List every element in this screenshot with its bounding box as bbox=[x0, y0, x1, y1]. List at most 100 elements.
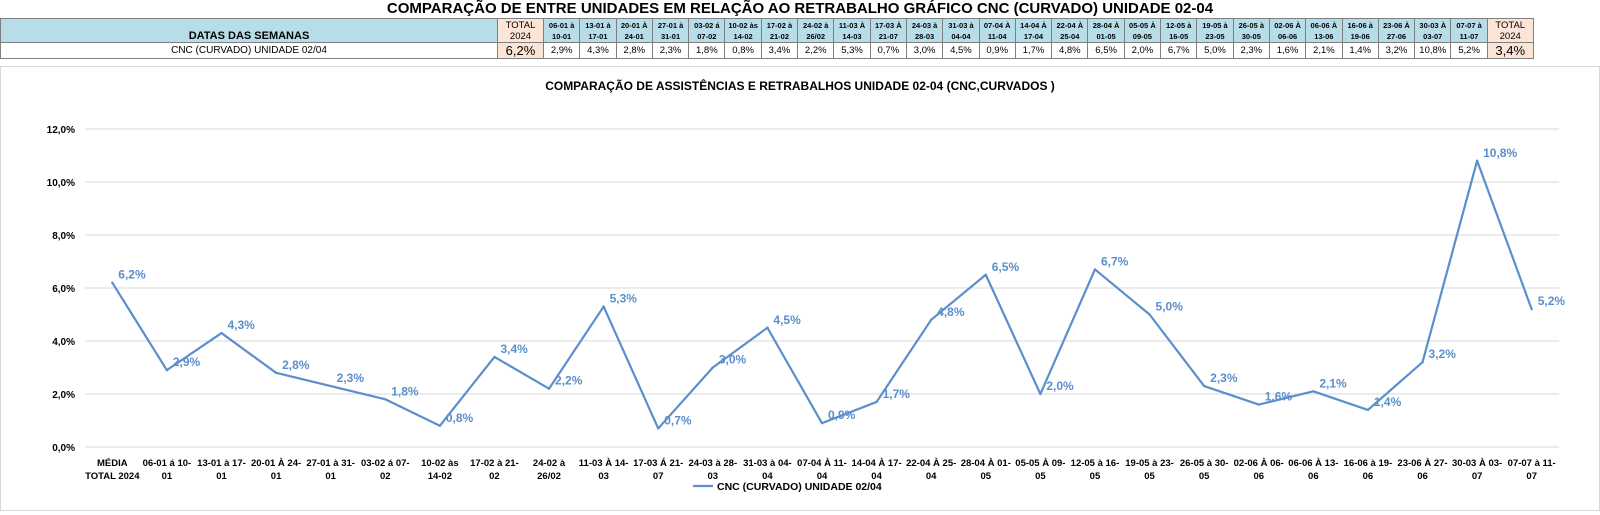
x-tick-label: 06-01 á 10- bbox=[143, 458, 192, 469]
data-label: 4,5% bbox=[773, 313, 801, 327]
x-tick-label: 07 bbox=[653, 471, 664, 482]
data-label: 3,4% bbox=[500, 342, 528, 356]
x-tick-label: 24-02 à bbox=[533, 458, 566, 469]
week-value: 2,2% bbox=[797, 42, 835, 59]
table-header-row: DATAS DAS SEMANAS TOTAL 2024 06-01 à 10-01… bbox=[0, 18, 1534, 43]
week-value: 4,3% bbox=[579, 42, 617, 59]
x-tick-label: 20-01 À 24- bbox=[251, 458, 301, 469]
x-tick-label: 05-05 À 09- bbox=[1015, 458, 1065, 469]
week-header: 23-06 À 27-06 bbox=[1377, 18, 1416, 43]
data-label: 10,8% bbox=[1483, 146, 1517, 160]
week-value: 1,7% bbox=[1014, 42, 1053, 59]
week-header: 19-05 à 23-05 bbox=[1196, 18, 1234, 43]
data-label: 0,8% bbox=[446, 411, 474, 425]
week-header: 17-03 À 21-07 bbox=[869, 18, 907, 43]
week-value: 5,2% bbox=[1450, 42, 1488, 59]
week-header: 05-05 À 09-05 bbox=[1123, 18, 1162, 43]
x-tick-label: 06 bbox=[1363, 471, 1374, 482]
x-tick-label: 01 bbox=[216, 471, 227, 482]
y-tick-label: 2,0% bbox=[52, 390, 75, 401]
week-value: 2,1% bbox=[1305, 42, 1343, 59]
x-tick-label: 31-03 à 04- bbox=[743, 458, 792, 469]
week-header: 11-03 À 14-03 bbox=[833, 18, 871, 43]
week-header: 06-01 à 10-01 bbox=[542, 18, 581, 43]
data-point bbox=[1039, 392, 1042, 396]
data-point bbox=[602, 305, 605, 308]
data-point bbox=[1312, 390, 1315, 393]
x-tick-label: 05 bbox=[980, 471, 991, 482]
x-tick-label: 05 bbox=[1199, 471, 1210, 482]
x-tick-label: 28-04 À 01- bbox=[961, 458, 1011, 469]
week-header: 10-02 às 14-02 bbox=[724, 18, 762, 43]
x-tick-label: MÉDIA bbox=[97, 458, 128, 469]
row-label: CNC (CURVADO) UNIDADE 02/04 bbox=[0, 42, 498, 59]
line-chart: COMPARAÇÃO DE ASSISTÊNCIAS E RETRABALHOS… bbox=[47, 78, 1566, 493]
page-title: COMPARAÇÃO DE ENTRE UNIDADES EM RELAÇÃO … bbox=[386, 0, 1214, 17]
data-point bbox=[657, 427, 660, 430]
week-value: 6,5% bbox=[1087, 42, 1125, 59]
week-value: 6,7% bbox=[1160, 42, 1198, 59]
week-value: 2,8% bbox=[615, 42, 653, 59]
chart-title: COMPARAÇÃO DE ASSISTÊNCIAS E RETRABALHOS… bbox=[545, 78, 1055, 93]
data-label: 6,5% bbox=[992, 260, 1020, 274]
data-label: 0,9% bbox=[828, 408, 856, 422]
week-value: 3,2% bbox=[1377, 42, 1416, 59]
data-point bbox=[329, 384, 332, 388]
x-tick-label: 13-01 à 17- bbox=[197, 458, 246, 469]
data-point bbox=[820, 421, 824, 425]
x-tick-label: 23-06 À 27- bbox=[1397, 458, 1447, 469]
week-value: 0,9% bbox=[978, 42, 1016, 59]
x-tick-label: 24-03 à 28- bbox=[689, 458, 738, 469]
x-tick-label: 14-02 bbox=[428, 471, 452, 482]
data-point bbox=[165, 368, 169, 372]
data-label: 5,0% bbox=[1156, 300, 1184, 314]
week-header: 17-02 à 21-02 bbox=[760, 18, 799, 43]
week-header: 02-06 À 06-06 bbox=[1268, 18, 1307, 43]
data-point bbox=[547, 387, 551, 390]
data-label: 6,7% bbox=[1101, 254, 1129, 268]
x-tick-label: 07-04 À 11- bbox=[797, 458, 847, 469]
legend-label: CNC (CURVADO) UNIDADE 02/04 bbox=[717, 481, 882, 493]
week-value: 4,8% bbox=[1051, 42, 1089, 59]
table-row: CNC (CURVADO) UNIDADE 02/04 6,2% 2,9% 4,3… bbox=[0, 42, 1534, 59]
week-value: 0,8% bbox=[724, 42, 762, 59]
x-tick-label: 06 bbox=[1253, 471, 1264, 482]
x-tick-label: 05 bbox=[1035, 471, 1046, 482]
data-point bbox=[1530, 308, 1533, 311]
y-tick-label: 8,0% bbox=[52, 231, 75, 242]
week-header: 16-06 à 19-06 bbox=[1341, 18, 1379, 43]
data-label: 2,3% bbox=[337, 371, 365, 385]
week-value: 2,9% bbox=[542, 42, 581, 59]
x-tick-label: 11-03 À 14- bbox=[579, 458, 629, 469]
data-point bbox=[111, 281, 114, 284]
week-header: 13-01 à 17-01 bbox=[579, 18, 617, 43]
data-label: 1,7% bbox=[883, 387, 911, 401]
data-label: 4,8% bbox=[937, 305, 965, 319]
data-point bbox=[929, 318, 933, 321]
week-value: 3,0% bbox=[905, 42, 944, 59]
data-point bbox=[438, 424, 442, 427]
data-point bbox=[384, 398, 387, 401]
x-tick-label: 01 bbox=[271, 471, 282, 482]
data-point bbox=[875, 400, 878, 404]
week-header: 20-01 À 24-01 bbox=[615, 18, 653, 43]
week-value: 1,8% bbox=[688, 42, 726, 59]
x-tick-label: 01 bbox=[162, 471, 173, 482]
data-label: 1,6% bbox=[1265, 390, 1293, 404]
y-tick-label: 12,0% bbox=[47, 125, 75, 136]
data-label: 0,7% bbox=[664, 413, 692, 427]
data-label: 2,2% bbox=[555, 374, 583, 388]
week-header: 31-03 à 04-04 bbox=[942, 18, 980, 43]
week-header: 24-02 à 26/02 bbox=[797, 18, 835, 43]
data-label: 2,9% bbox=[173, 355, 201, 369]
data-point bbox=[274, 371, 278, 374]
chart-area: COMPARAÇÃO DE ASSISTÊNCIAS E RETRABALHOS… bbox=[0, 66, 1600, 511]
data-point bbox=[1202, 384, 1206, 388]
x-tick-label: 07 bbox=[1472, 471, 1483, 482]
data-label: 3,0% bbox=[719, 353, 747, 367]
week-value: 3,4% bbox=[760, 42, 799, 59]
week-header: 14-04 À 17-04 bbox=[1014, 18, 1053, 43]
x-tick-label: 26/02 bbox=[537, 471, 561, 482]
x-tick-label: 10-02 às bbox=[421, 458, 459, 469]
total-first-header: TOTAL 2024 bbox=[497, 18, 544, 43]
